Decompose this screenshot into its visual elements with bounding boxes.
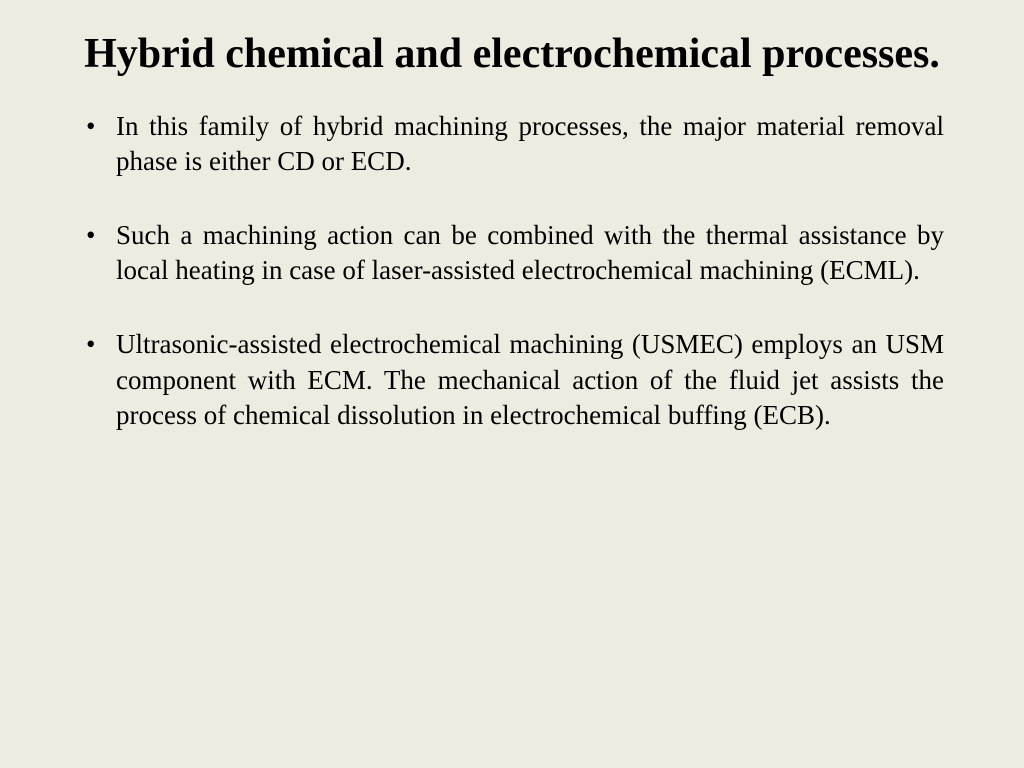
- bullet-item: In this family of hybrid machining proce…: [80, 109, 944, 180]
- bullet-item: Ultrasonic-assisted electrochemical mach…: [80, 327, 944, 434]
- slide-title: Hybrid chemical and electrochemical proc…: [80, 28, 944, 81]
- bullet-list: In this family of hybrid machining proce…: [80, 109, 944, 434]
- bullet-item: Such a machining action can be combined …: [80, 218, 944, 289]
